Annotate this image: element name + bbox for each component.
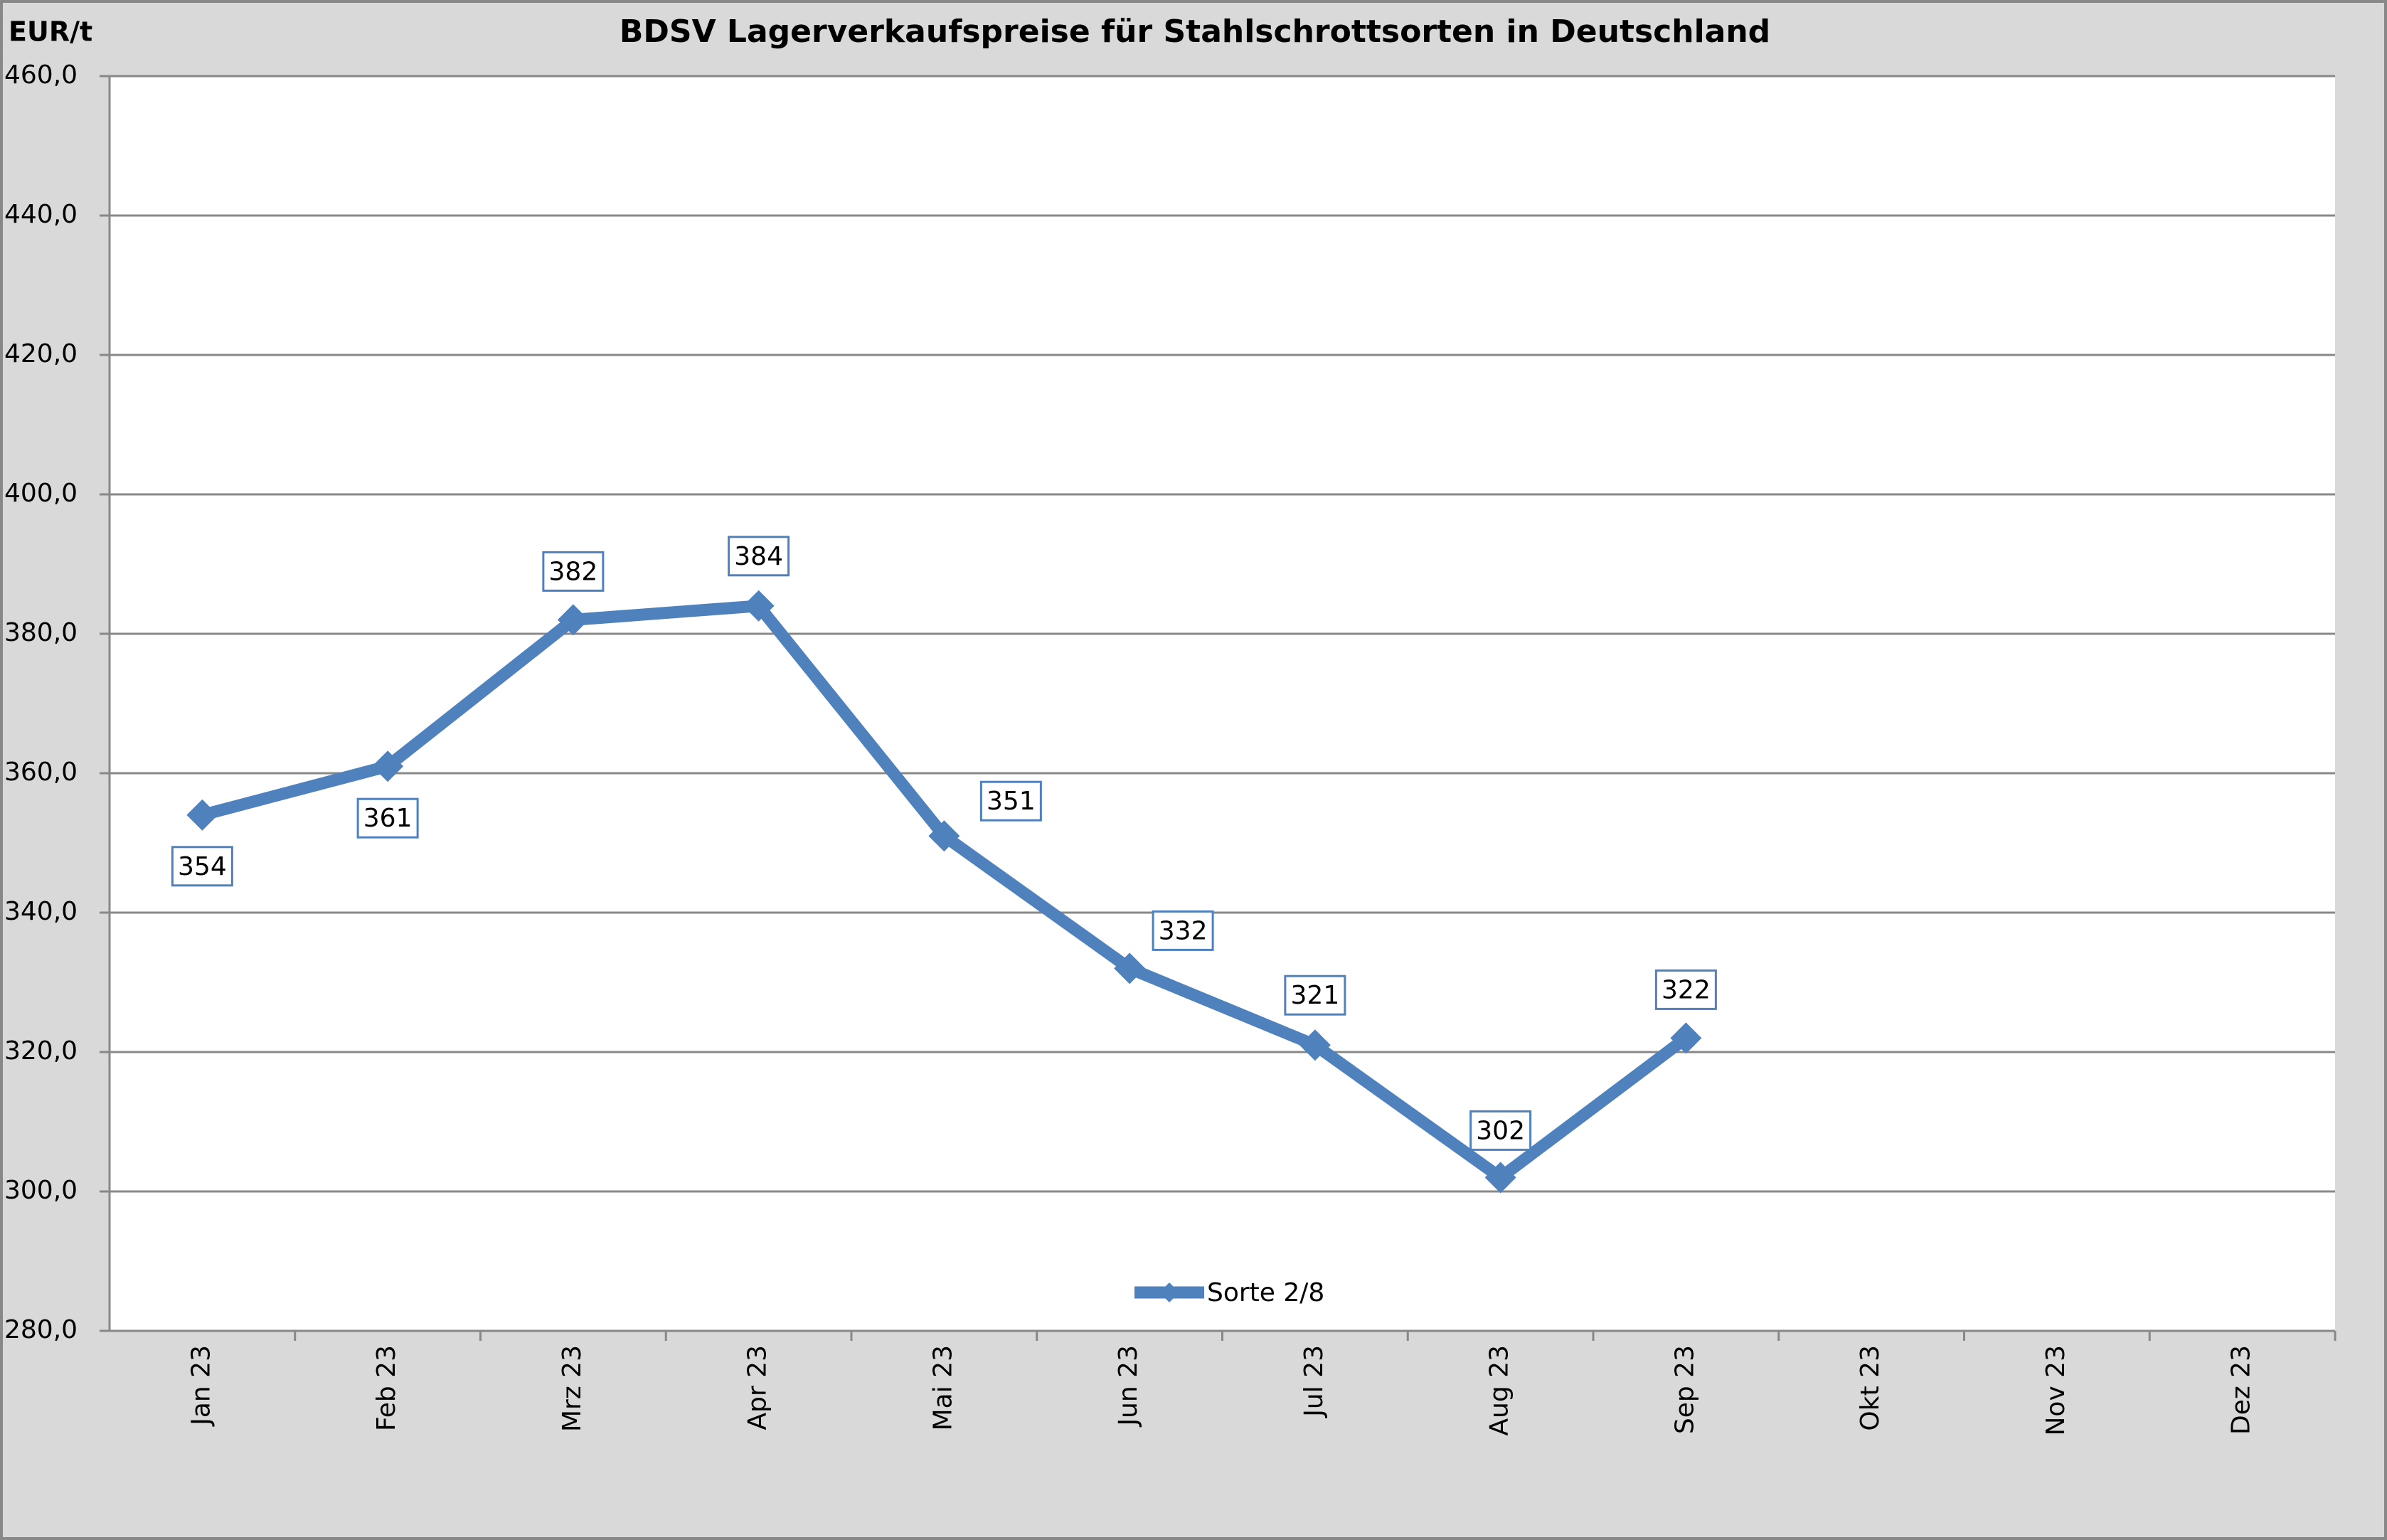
y-tick-label: 360,0 (4, 758, 78, 787)
marker (186, 799, 218, 831)
y-tick-label: 320,0 (4, 1036, 78, 1066)
x-tick-label: Nov 23 (2041, 1345, 2070, 1436)
marker (743, 590, 775, 622)
data-label: 302 (1476, 1116, 1525, 1145)
x-tick-label: Apr 23 (743, 1345, 772, 1430)
y-tick-label: 420,0 (4, 339, 78, 368)
marker (1114, 952, 1146, 984)
x-tick-label: Dez 23 (2227, 1345, 2256, 1435)
data-label-box (1469, 1110, 1532, 1151)
marker (928, 820, 960, 852)
data-label-box (1284, 975, 1346, 1016)
data-label-box (1152, 910, 1214, 951)
data-label-box (1654, 969, 1717, 1010)
x-tick-label: Mrz 23 (558, 1345, 587, 1432)
y-tick-label: 280,0 (4, 1315, 78, 1344)
y-tick-label: 340,0 (4, 897, 78, 926)
x-tick-label: Jun 23 (1114, 1345, 1143, 1428)
y-tick-label: 380,0 (4, 618, 78, 647)
data-label-box (542, 551, 605, 592)
x-tick-label: Feb 23 (372, 1345, 401, 1431)
data-label: 321 (1291, 981, 1340, 1010)
marker (372, 750, 404, 782)
x-tick-label: Jan 23 (186, 1345, 216, 1427)
x-tick-label: Aug 23 (1485, 1345, 1514, 1436)
legend-label: Sorte 2/8 (1207, 1278, 1324, 1307)
data-label: 322 (1662, 975, 1711, 1004)
data-label-box (979, 780, 1042, 822)
data-label: 332 (1159, 916, 1208, 945)
x-tick-label: Mai 23 (928, 1345, 957, 1430)
legend-marker (1159, 1283, 1179, 1302)
y-tick-label: 440,0 (4, 200, 78, 229)
data-label-box (356, 797, 419, 839)
y-tick-label: 400,0 (4, 479, 78, 508)
x-tick-label: Jul 23 (1299, 1345, 1329, 1418)
data-label: 354 (178, 852, 227, 881)
plot-area (110, 76, 2335, 1331)
y-tick-label: 300,0 (4, 1176, 78, 1205)
data-label: 361 (363, 804, 413, 833)
data-label: 351 (987, 787, 1036, 816)
x-tick-label: Okt 23 (1856, 1345, 1885, 1431)
data-label-box (171, 846, 233, 887)
marker (1484, 1162, 1516, 1194)
data-label: 382 (549, 557, 598, 586)
x-tick-label: Sep 23 (1670, 1345, 1699, 1434)
chart-title: BDSV Lagerverkaufspreise für Stahlschrot… (620, 14, 1770, 50)
marker (1670, 1022, 1702, 1054)
data-label: 384 (734, 542, 783, 571)
data-label-box (728, 536, 790, 577)
y-tick-label: 460,0 (4, 60, 78, 90)
marker (1299, 1029, 1331, 1061)
marker (557, 604, 589, 636)
y-axis-label: EUR/t (9, 16, 92, 48)
